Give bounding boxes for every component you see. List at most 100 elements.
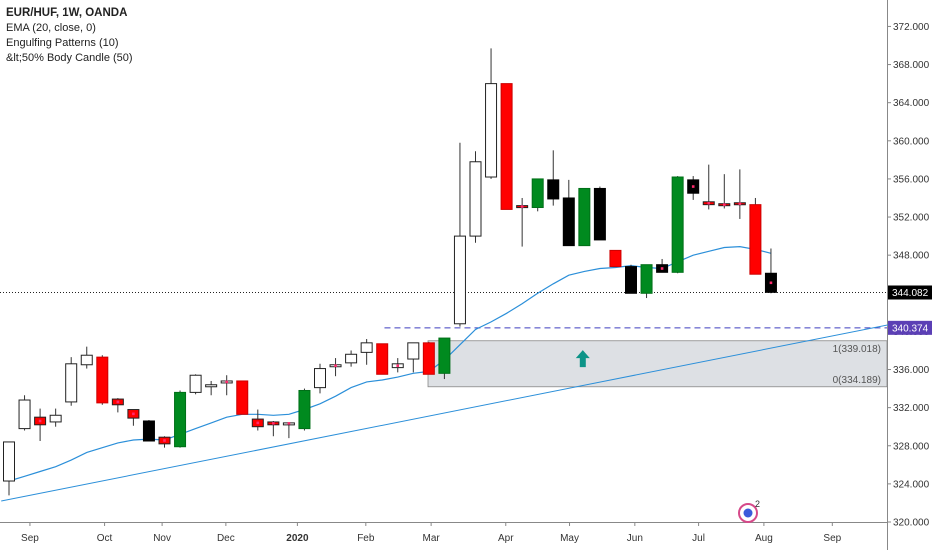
candle: [547, 150, 560, 206]
candle: [174, 390, 187, 448]
candle: [3, 441, 15, 496]
candle: [531, 178, 544, 212]
candle-body: [407, 342, 420, 360]
candle-body: [142, 420, 155, 442]
price-tick-label: 332.000: [893, 403, 930, 414]
candle-body: [236, 380, 249, 415]
candle-body: [18, 399, 31, 430]
current-price-badge-text: 344.082: [892, 288, 929, 299]
candle: [469, 151, 482, 243]
candle-body: [469, 161, 482, 237]
time-tick-label: May: [560, 533, 579, 544]
time-tick-label: Apr: [498, 533, 514, 544]
candle: [656, 258, 669, 273]
candle-body: [360, 342, 373, 353]
time-tick-label: Aug: [755, 533, 773, 544]
candle-body: [438, 337, 451, 374]
candle-body: [345, 353, 358, 364]
candle: [516, 197, 529, 247]
indicator-body-candle-label[interactable]: &lt;50% Body Candle (50): [6, 52, 133, 64]
indicator-ema-label[interactable]: EMA (20, close, 0): [6, 22, 96, 34]
small-body-marker: [116, 400, 120, 404]
candle-body: [547, 179, 560, 200]
price-tick-label: 320.000: [893, 518, 930, 529]
candle-body: [625, 266, 637, 294]
current-price-badge: 344.082: [888, 285, 932, 300]
candle: [251, 409, 264, 431]
candle: [267, 420, 280, 437]
time-tick-label: Nov: [153, 533, 171, 544]
candle: [345, 350, 358, 367]
candle: [438, 337, 451, 380]
notification-icon[interactable]: 2: [738, 499, 760, 523]
symbol-title[interactable]: EUR/HUF, 1W, OANDA: [6, 7, 128, 19]
indicator-engulfing-label[interactable]: Engulfing Patterns (10): [6, 37, 119, 49]
candle-body: [174, 391, 187, 448]
candle-body: [609, 249, 622, 268]
small-body-marker: [769, 281, 773, 285]
up-arrow-icon: [575, 350, 590, 368]
price-tick-label: 348.000: [893, 251, 930, 262]
candle: [453, 142, 466, 327]
small-body-marker: [287, 422, 291, 425]
candle: [360, 339, 373, 365]
candle: [718, 174, 731, 209]
time-tick-label: Oct: [97, 533, 113, 544]
time-tick-label: Sep: [21, 533, 39, 544]
small-body-marker: [256, 421, 260, 425]
time-tick-label: Feb: [357, 533, 375, 544]
trendline: [1, 321, 904, 502]
candle-body: [298, 389, 311, 430]
time-tick-label: Mar: [423, 533, 441, 544]
candle: [96, 355, 109, 405]
candle: [625, 264, 637, 294]
small-body-marker: [723, 203, 726, 206]
candle-body: [453, 235, 466, 325]
candle-body: [640, 264, 653, 294]
price-tick-label: 360.000: [893, 136, 930, 147]
small-body-marker: [38, 419, 42, 423]
price-tick-label: 324.000: [893, 479, 930, 490]
candle: [142, 420, 155, 442]
candle: [485, 48, 498, 179]
small-body-marker: [396, 364, 400, 368]
candle: [640, 264, 653, 299]
fib-zone: [427, 340, 888, 388]
candle-body: [49, 414, 62, 423]
fib-level-1-label: 1(339.018): [833, 344, 881, 355]
current-price-badge-bg: [888, 285, 932, 300]
candle-body: [485, 83, 498, 178]
candle: [127, 409, 140, 426]
candle: [236, 380, 249, 415]
candle: [298, 388, 311, 431]
candle-body: [500, 83, 513, 210]
candle-body: [3, 441, 15, 482]
candle: [407, 342, 420, 373]
candle: [609, 249, 622, 268]
candle-body: [422, 342, 435, 375]
candle: [391, 358, 404, 373]
candle: [749, 197, 762, 275]
candle: [562, 179, 575, 247]
price-tick-label: 368.000: [893, 60, 930, 71]
time-tick-label: Jul: [692, 533, 705, 544]
candle: [671, 176, 684, 274]
candle-body: [314, 368, 326, 389]
candle: [329, 358, 342, 377]
candle: [111, 398, 124, 413]
candle-body: [65, 363, 78, 403]
candle-body: [189, 374, 202, 393]
candle: [593, 186, 606, 241]
candle-body: [96, 356, 109, 404]
time-tick-label: Sep: [823, 533, 841, 544]
candle: [34, 408, 47, 441]
time-tick-label: Jun: [627, 533, 643, 544]
candle: [687, 176, 700, 200]
price-tick-label: 328.000: [893, 441, 930, 452]
candle-body: [593, 187, 606, 241]
time-tick-label: 2020: [286, 533, 309, 544]
candle: [65, 357, 78, 406]
small-body-marker: [738, 202, 742, 205]
small-body-marker: [132, 412, 135, 416]
